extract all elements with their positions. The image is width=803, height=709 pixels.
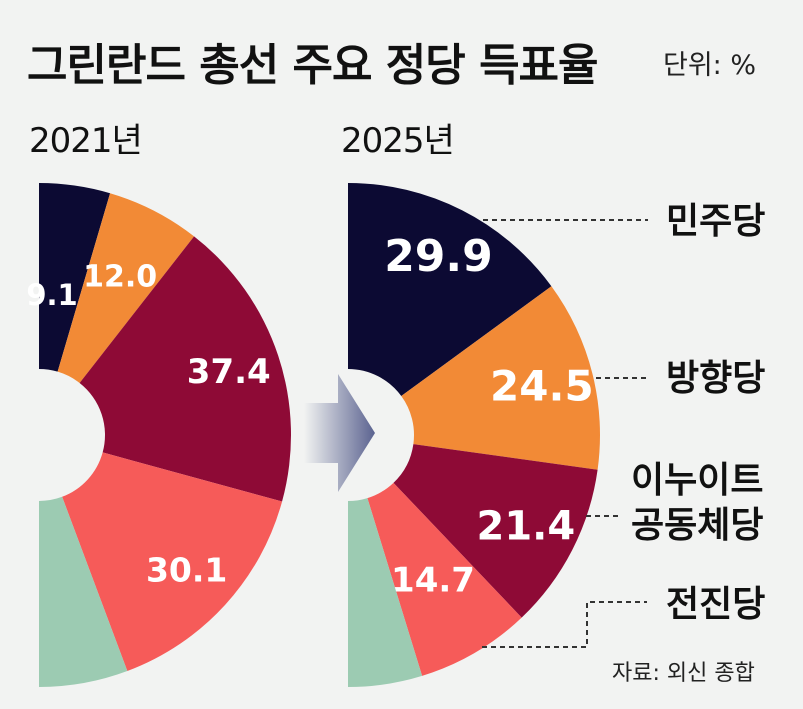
year-2025-label: 2025년 (341, 121, 454, 161)
slice-2021-democrats (39, 183, 111, 372)
value-label-2021-siumut: 30.1 (146, 550, 227, 589)
value-label-2021-democrats: 9.1 (26, 278, 77, 312)
unit-label: 단위: % (663, 50, 756, 81)
party-label-ia-line2: 공동체당 (631, 505, 763, 546)
value-label-2021-naleraq: 12.0 (83, 260, 157, 295)
slice-2025-democrats (348, 183, 552, 397)
donut-2021: 9.112.0 37.4 30.1 (26, 183, 292, 687)
value-label-2021-ia: 37.4 (187, 352, 271, 392)
slice-2025-siumut (367, 482, 522, 676)
year-2021-label: 2021년 (29, 121, 142, 161)
value-label-2025-ia: 21.4 (476, 503, 575, 549)
slice-2025-ia (393, 444, 598, 618)
arrow-icon (304, 374, 375, 492)
slice-2021-siumut (62, 452, 283, 672)
party-label-naleraq: 방향당 (666, 358, 765, 399)
donut-2025: 29.9 24.5 21.414.7 (348, 183, 601, 687)
slice-2021-ia (79, 236, 292, 502)
value-label-2025-siumut: 14.7 (391, 560, 475, 600)
value-label-2025-naleraq: 24.5 (490, 362, 594, 411)
party-label-ia-line1: 이누이트 (631, 460, 763, 501)
slice-2025-naleraq (401, 286, 601, 470)
chart-title: 그린란드 총선 주요 정당 득표율 (27, 40, 598, 91)
slice-2025-other (348, 498, 423, 687)
slice-2021-naleraq (57, 193, 195, 383)
leader-line-siumut (482, 601, 647, 648)
party-label-siumut: 전진당 (666, 584, 765, 625)
value-label-2025-democrats: 29.9 (384, 231, 493, 282)
source-note: 자료: 외신 종합 (612, 661, 755, 686)
party-label-democrats: 민주당 (666, 201, 765, 242)
slice-2021-other (39, 496, 128, 687)
